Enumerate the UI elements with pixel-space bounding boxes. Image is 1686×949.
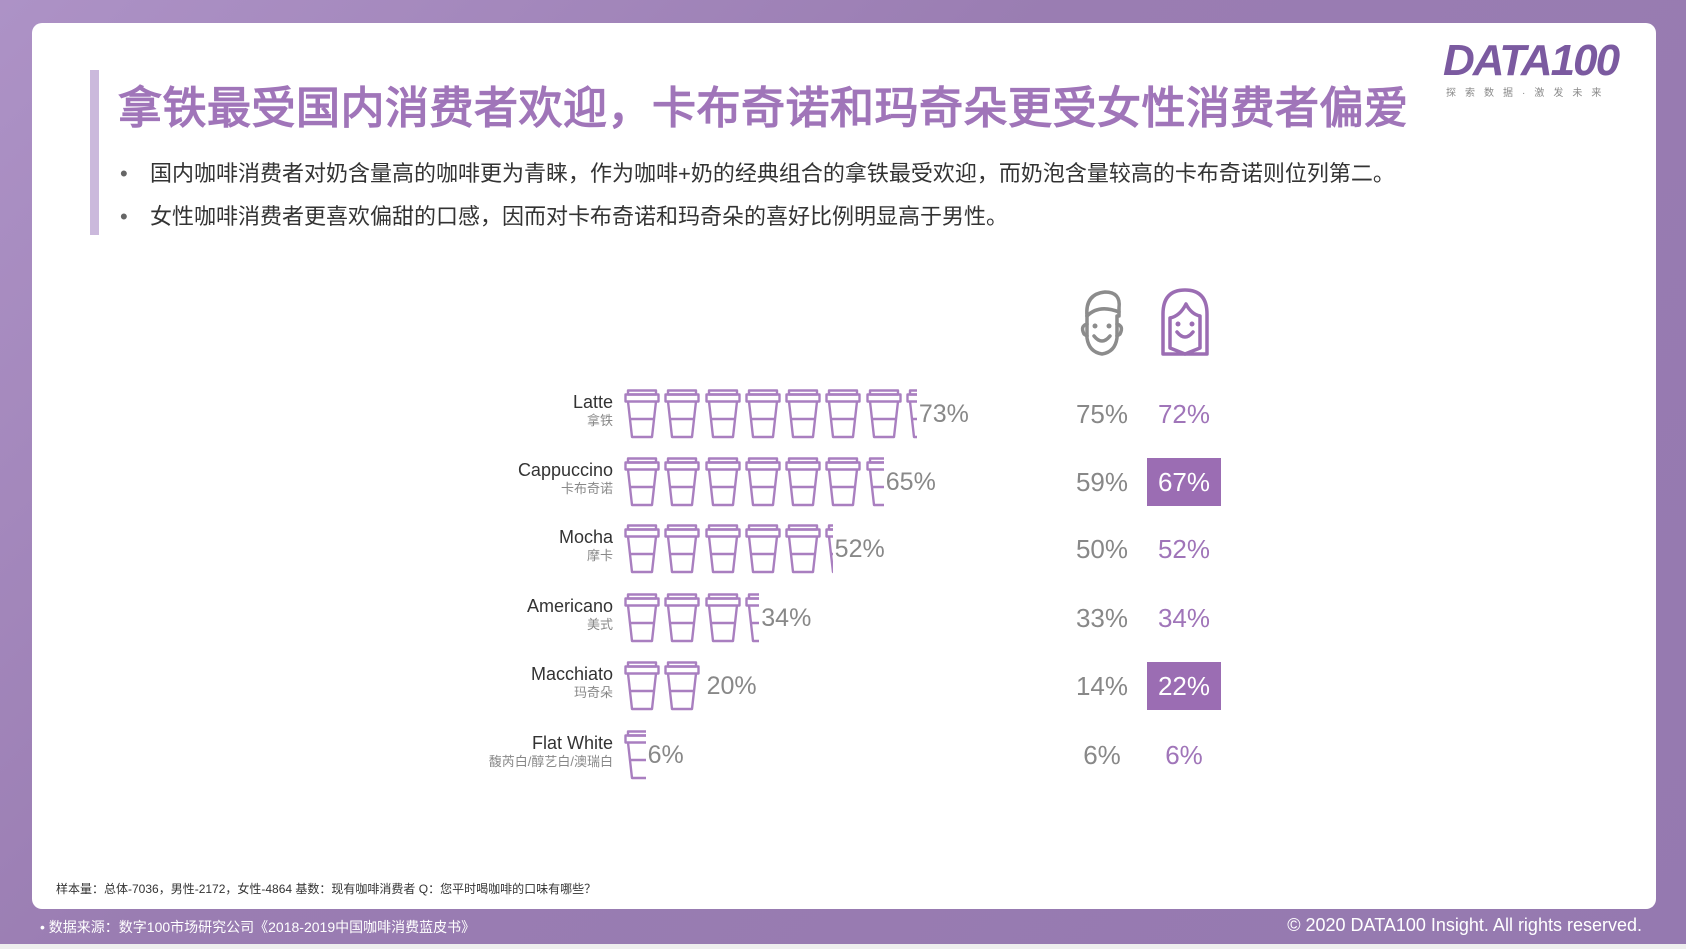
male-percent: 50% xyxy=(1075,534,1129,564)
page-title: 拿铁最受国内消费者欢迎，卡布奇诺和玛奇朵更受女性消费者偏爱 xyxy=(118,84,1409,133)
cup-bar: 34% xyxy=(624,593,811,643)
coffee-cup-icon xyxy=(664,524,704,574)
coffee-cup-icon xyxy=(664,593,704,643)
male-percent: 33% xyxy=(1075,603,1129,633)
category-en: Mocha xyxy=(558,527,613,547)
category-en: Flat White xyxy=(531,733,613,753)
category-cn: 馥芮白/醇艺白/澳瑞白 xyxy=(488,754,613,769)
cup-bar: 65% xyxy=(624,457,936,507)
coffee-cup-icon xyxy=(704,389,745,439)
logo-tagline: 探索数据·激发未来 xyxy=(1446,88,1611,99)
coffee-cup-icon xyxy=(866,457,884,507)
coffee-cup-icon xyxy=(785,389,825,439)
category-en: Latte xyxy=(572,392,613,412)
chart-row: Mocha 摩卡 52% 50% 52% xyxy=(0,519,1686,579)
bottom-strip xyxy=(0,944,1686,949)
coffee-cup-icon xyxy=(624,730,646,780)
cup-bar: 73% xyxy=(624,389,969,439)
coffee-cup-icon xyxy=(825,389,865,439)
category-en: Cappuccino xyxy=(517,460,613,480)
coffee-cup-icon xyxy=(664,661,704,711)
coffee-cup-icon xyxy=(745,593,760,643)
footnote: 样本量：总体-7036，男性-2172，女性-4864 基数：现有咖啡消费者 Q… xyxy=(56,882,597,896)
data100-logo: DATA100 探索数据·激发未来 xyxy=(1443,36,1638,100)
bullet-text: 女性咖啡消费者更喜欢偏甜的口感，因而对卡布奇诺和玛奇朵的喜好比例明显高于男性。 xyxy=(150,204,1009,229)
coffee-cup-icon xyxy=(745,389,785,439)
category-en: Americano xyxy=(526,596,613,616)
chart-row: Cappuccino 卡布奇诺 65% 59% 67% xyxy=(0,452,1686,512)
cup-bar: 52% xyxy=(624,524,885,574)
coffee-cup-icon xyxy=(825,457,865,507)
coffee-cup-icon xyxy=(664,389,704,439)
chart-row: Latte 拿铁 73% 75% 72% xyxy=(0,384,1686,444)
bullet-dot: • xyxy=(120,204,128,229)
female-percent: 34% xyxy=(1157,603,1211,633)
title-accent-bar xyxy=(90,70,99,235)
data-source: • 数据来源：数字100市场研究公司《2018-2019中国咖啡消费蓝皮书》 xyxy=(40,919,476,935)
female-percent: 52% xyxy=(1157,534,1211,564)
bullet-1: • 国内咖啡消费者对奶含量高的咖啡更为青睐，作为咖啡+奶的经典组合的拿铁最受欢迎，… xyxy=(120,156,1395,188)
category-en: Macchiato xyxy=(530,664,613,684)
slide-card xyxy=(32,23,1656,909)
coffee-cup-icon xyxy=(704,524,745,574)
coffee-cup-icon xyxy=(624,524,664,574)
coffee-cup-icon xyxy=(745,457,785,507)
female-percent: 22% xyxy=(1147,662,1221,710)
coffee-cup-icon xyxy=(745,524,785,574)
row-label: Americano 美式 xyxy=(413,596,613,633)
coffee-cup-icon xyxy=(624,661,664,711)
row-label: Flat White 馥芮白/醇艺白/澳瑞白 xyxy=(413,733,613,770)
total-percent-label: 73% xyxy=(918,399,969,428)
category-cn: 卡布奇诺 xyxy=(560,481,613,496)
coffee-cup-icon xyxy=(624,457,664,507)
category-cn: 美式 xyxy=(586,617,613,632)
male-face-icon xyxy=(1080,290,1124,356)
bullet-2: • 女性咖啡消费者更喜欢偏甜的口感，因而对卡布奇诺和玛奇朵的喜好比例明显高于男性。 xyxy=(120,199,1008,231)
coffee-cup-icon xyxy=(785,457,825,507)
total-percent-label: 6% xyxy=(647,740,684,769)
total-percent-label: 34% xyxy=(761,603,812,632)
category-cn: 拿铁 xyxy=(586,413,613,428)
coffee-cup-icon xyxy=(866,389,906,439)
copyright: © 2020 DATA100 Insight. All rights reser… xyxy=(1287,915,1642,935)
coffee-cup-icon xyxy=(624,593,664,643)
male-percent: 75% xyxy=(1075,399,1129,429)
total-percent-label: 65% xyxy=(885,467,936,496)
row-label: Latte 拿铁 xyxy=(413,392,613,429)
female-percent: 67% xyxy=(1147,458,1221,506)
cup-bar: 20% xyxy=(624,661,757,711)
coffee-cup-icon xyxy=(785,524,825,574)
row-label: Mocha 摩卡 xyxy=(413,527,613,564)
female-percent: 72% xyxy=(1157,399,1211,429)
female-face-icon xyxy=(1161,288,1209,356)
male-percent: 6% xyxy=(1083,740,1121,770)
category-cn: 玛奇朵 xyxy=(573,685,613,700)
category-cn: 摩卡 xyxy=(586,548,613,563)
male-percent: 14% xyxy=(1075,671,1129,701)
chart-row: Macchiato 玛奇朵 20% 14% 22% xyxy=(0,656,1686,716)
total-percent-label: 52% xyxy=(834,534,885,563)
chart-row: Flat White 馥芮白/醇艺白/澳瑞白 6% 6% 6% xyxy=(0,725,1686,785)
cup-bar: 6% xyxy=(624,730,684,780)
row-label: Cappuccino 卡布奇诺 xyxy=(413,460,613,497)
bullet-dot: • xyxy=(120,161,128,186)
coffee-cup-icon xyxy=(825,524,833,574)
coffee-cup-icon xyxy=(704,593,745,643)
female-percent: 6% xyxy=(1165,740,1203,770)
coffee-cup-icon xyxy=(906,389,917,439)
male-percent: 59% xyxy=(1075,467,1129,497)
coffee-cup-icon xyxy=(704,457,745,507)
coffee-cup-icon xyxy=(664,457,704,507)
coffee-cup-icon xyxy=(624,389,664,439)
chart-row: Americano 美式 34% 33% 34% xyxy=(0,588,1686,648)
total-percent-label: 20% xyxy=(706,671,757,700)
bullet-text: 国内咖啡消费者对奶含量高的咖啡更为青睐，作为咖啡+奶的经典组合的拿铁最受欢迎，而… xyxy=(150,161,1395,186)
logo-wordmark: DATA100 xyxy=(1443,36,1620,85)
row-label: Macchiato 玛奇朵 xyxy=(413,664,613,701)
